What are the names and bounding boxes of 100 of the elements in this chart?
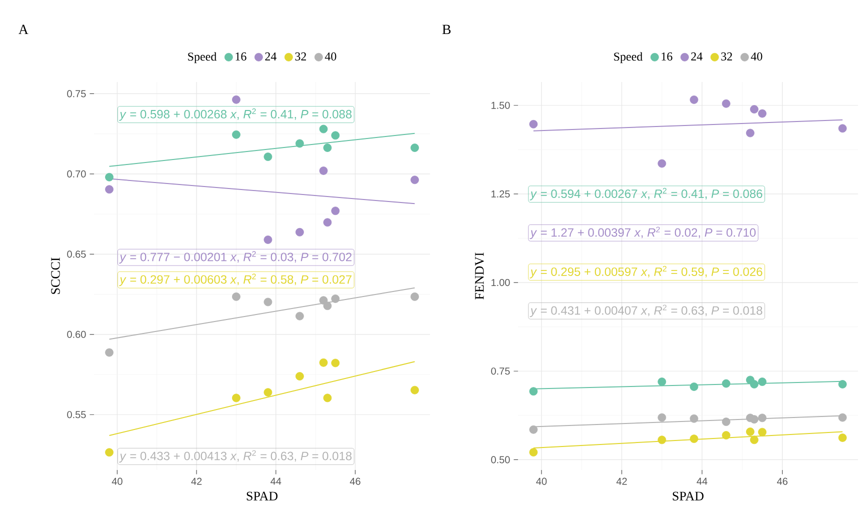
text: y = 0.598 + 0.00268 x, R$^{2}$ = 0.41, P = 0.088 — [119, 108, 352, 121]
point — [105, 172, 114, 182]
y-tick-label: 1.00 — [492, 279, 510, 286]
legend-label: 24 — [265, 52, 276, 60]
x-tick-label: 44 — [696, 478, 708, 485]
point — [529, 448, 538, 456]
point — [750, 415, 758, 424]
point — [232, 95, 240, 104]
point — [323, 302, 332, 310]
y-tick-label: 0.55 — [67, 411, 86, 418]
point — [331, 294, 340, 303]
point — [658, 378, 666, 386]
legend-title: Speed — [188, 52, 217, 64]
point — [323, 144, 332, 152]
legend-label: 24 — [691, 52, 702, 60]
x-tick-label: 40 — [112, 478, 122, 485]
point — [232, 292, 240, 301]
text: y = 0.297 + 0.00603 x, R$^{2}$ = 0.58, P = 0.027 — [119, 274, 352, 286]
point — [295, 228, 304, 236]
y-tick-label: 0.75 — [67, 90, 86, 98]
point — [319, 358, 328, 367]
point — [758, 378, 766, 386]
point — [838, 434, 847, 442]
x-axis-title: SPAD — [246, 492, 278, 500]
legend-title: Speed — [614, 52, 643, 64]
y-tick-label: 0.50 — [491, 456, 510, 464]
x-axis-title: SPAD — [672, 492, 704, 500]
text: y = 0.431 + 0.00407 x, R$^{2}$ = 0.63, P = 0.018 — [530, 304, 762, 318]
point — [105, 448, 114, 457]
point — [232, 130, 240, 139]
point — [295, 312, 304, 320]
point — [750, 380, 758, 388]
x-tick-label: 46 — [350, 478, 360, 485]
y-tick-label: 0.70 — [67, 170, 86, 178]
point — [690, 96, 698, 104]
point — [758, 414, 766, 422]
x-tick-label: 46 — [777, 478, 788, 485]
point — [105, 185, 114, 194]
point — [722, 431, 730, 440]
x-tick-label: 42 — [616, 478, 627, 485]
point — [331, 206, 340, 216]
point — [410, 386, 419, 394]
text: y = 1.27 + 0.00397 x, R$^{2}$ = 0.02, P = 0.710 — [530, 226, 756, 240]
text: y = 0.433 + 0.00413 x, R$^{2}$ = 0.63, P = 0.018 — [119, 450, 352, 463]
point — [331, 131, 340, 140]
point — [529, 387, 538, 396]
point — [331, 358, 340, 368]
y-tick-label: 1.50 — [492, 102, 510, 109]
point — [264, 298, 272, 306]
x-tick-label: 44 — [270, 478, 282, 485]
point — [323, 394, 332, 402]
point — [722, 99, 730, 108]
y-tick-label: 1.25 — [492, 190, 510, 198]
legend-label: 40 — [324, 52, 336, 61]
point — [264, 152, 272, 161]
point — [658, 436, 666, 444]
chart-title: A — [18, 24, 28, 34]
text: y = 0.777 − 0.00201 x, R$^{2}$ = 0.03, P = 0.702 — [119, 251, 352, 264]
point — [750, 105, 758, 114]
point — [758, 428, 766, 436]
point — [690, 414, 698, 423]
point — [529, 120, 538, 128]
y-tick-label: 0.65 — [67, 250, 86, 258]
y-axis-title: SCCCI — [51, 258, 60, 294]
legend-label: 16 — [236, 52, 246, 60]
point — [319, 166, 328, 175]
point — [658, 159, 666, 168]
point — [410, 144, 419, 152]
y-axis-title: FENDVI — [475, 252, 484, 300]
point — [295, 372, 304, 380]
point — [690, 382, 698, 391]
point — [750, 436, 758, 444]
chart-title: B — [442, 24, 451, 34]
point — [838, 124, 847, 133]
legend-label: 16 — [662, 52, 672, 60]
legend-label: 32 — [295, 52, 306, 60]
point — [838, 380, 847, 388]
point — [105, 348, 114, 357]
point — [319, 124, 328, 134]
point — [722, 418, 730, 426]
y-tick-label: 0.75 — [491, 368, 510, 375]
point — [323, 218, 332, 227]
point — [529, 425, 538, 434]
legend-label: 40 — [750, 52, 762, 61]
point — [758, 109, 766, 118]
y-tick-label: 0.60 — [67, 330, 86, 338]
point — [264, 236, 272, 244]
point — [746, 128, 754, 138]
point — [690, 434, 698, 444]
point — [410, 292, 419, 301]
point — [410, 176, 419, 184]
x-tick-label: 40 — [536, 478, 547, 485]
text: y = 0.295 + 0.00597 x, R$^{2}$ = 0.59, P = 0.026 — [530, 266, 762, 278]
point — [295, 139, 304, 148]
point — [264, 388, 272, 397]
point — [746, 428, 754, 436]
point — [658, 413, 666, 422]
text: y = 0.594 + 0.00267 x, R$^{2}$ = 0.41, P = 0.086 — [530, 188, 762, 200]
point — [838, 413, 847, 422]
point — [232, 394, 240, 402]
